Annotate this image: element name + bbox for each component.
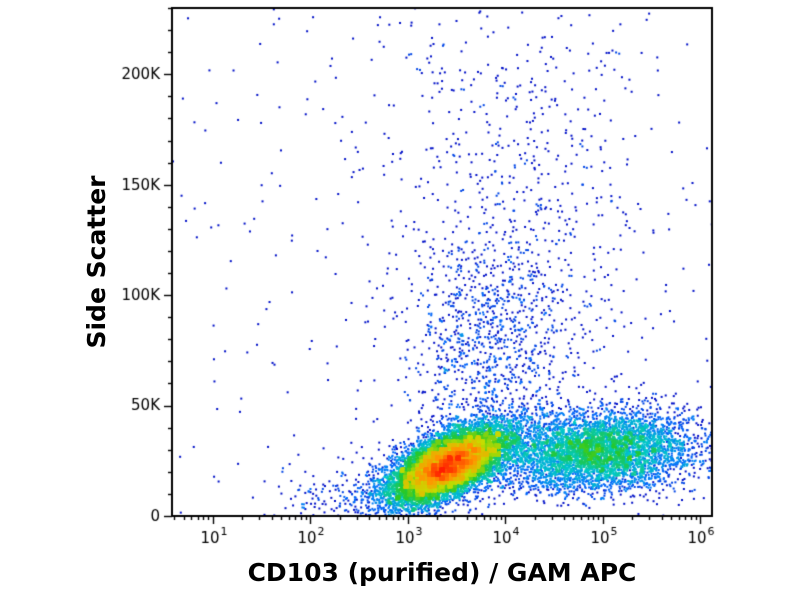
- x-axis-title: CD103 (purified) / GAM APC: [247, 558, 637, 587]
- y-axis-title: Side Scatter: [82, 175, 111, 349]
